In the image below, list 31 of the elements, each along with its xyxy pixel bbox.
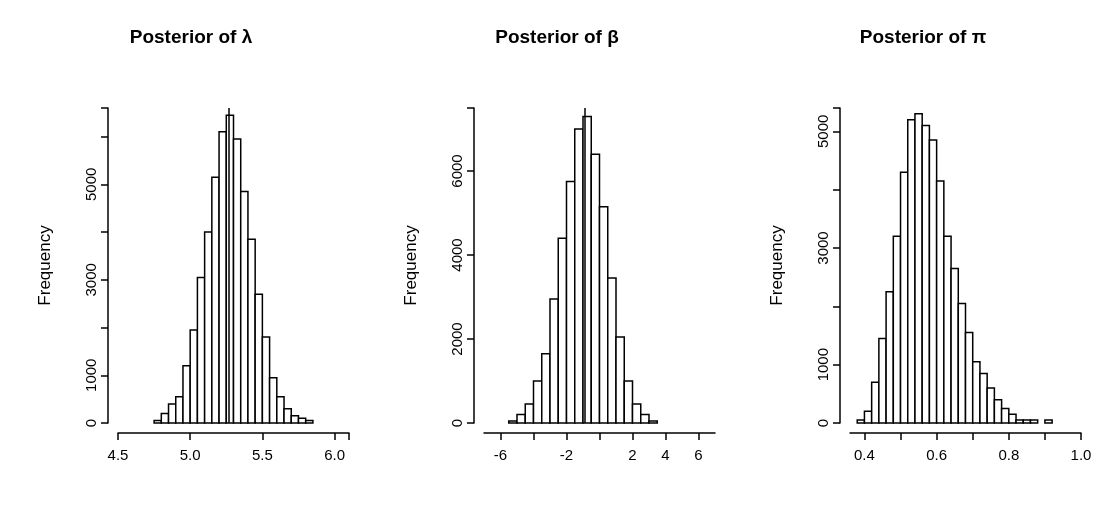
y-axis-title: Frequency	[401, 224, 420, 306]
y-tick-label: 2000	[448, 322, 465, 356]
y-tick-label: 0	[82, 418, 99, 428]
chart-title: Posterior of π	[859, 26, 987, 47]
y-tick-label: 1000	[82, 358, 99, 392]
y-tick-label: 4000	[448, 238, 465, 272]
y-tick-label: 6000	[448, 154, 465, 188]
x-tick-label: 6	[694, 446, 703, 463]
x-tick-label: -6	[493, 446, 508, 463]
y-tick-label: 3000	[814, 231, 831, 265]
chart-title: Posterior of λ	[129, 26, 253, 47]
x-tick-label: -2	[559, 446, 574, 463]
x-tick-label: 4.5	[107, 446, 129, 463]
y-tick-label: 5000	[814, 114, 831, 149]
x-tick-label: 4	[661, 446, 670, 463]
y-tick-label: 1000	[814, 347, 831, 382]
x-tick-label: 5.5	[251, 446, 273, 463]
x-tick-label: 6.0	[324, 446, 345, 463]
y-tick-label: 5000	[82, 167, 99, 202]
x-tick-label: 0.4	[854, 446, 875, 463]
x-tick-label: 0.8	[998, 446, 1020, 463]
x-tick-label: 1.0	[1070, 446, 1092, 463]
y-axis-title: Frequency	[767, 224, 786, 306]
x-tick-label: 5.0	[179, 446, 201, 463]
y-tick-label: 3000	[82, 263, 99, 297]
chart-title: Posterior of β	[495, 26, 619, 47]
x-tick-label: 2	[628, 446, 637, 463]
y-axis-title: Frequency	[35, 224, 54, 306]
y-tick-label: 0	[814, 418, 831, 428]
y-tick-label: 0	[448, 418, 465, 428]
x-tick-label: 0.6	[926, 446, 948, 463]
